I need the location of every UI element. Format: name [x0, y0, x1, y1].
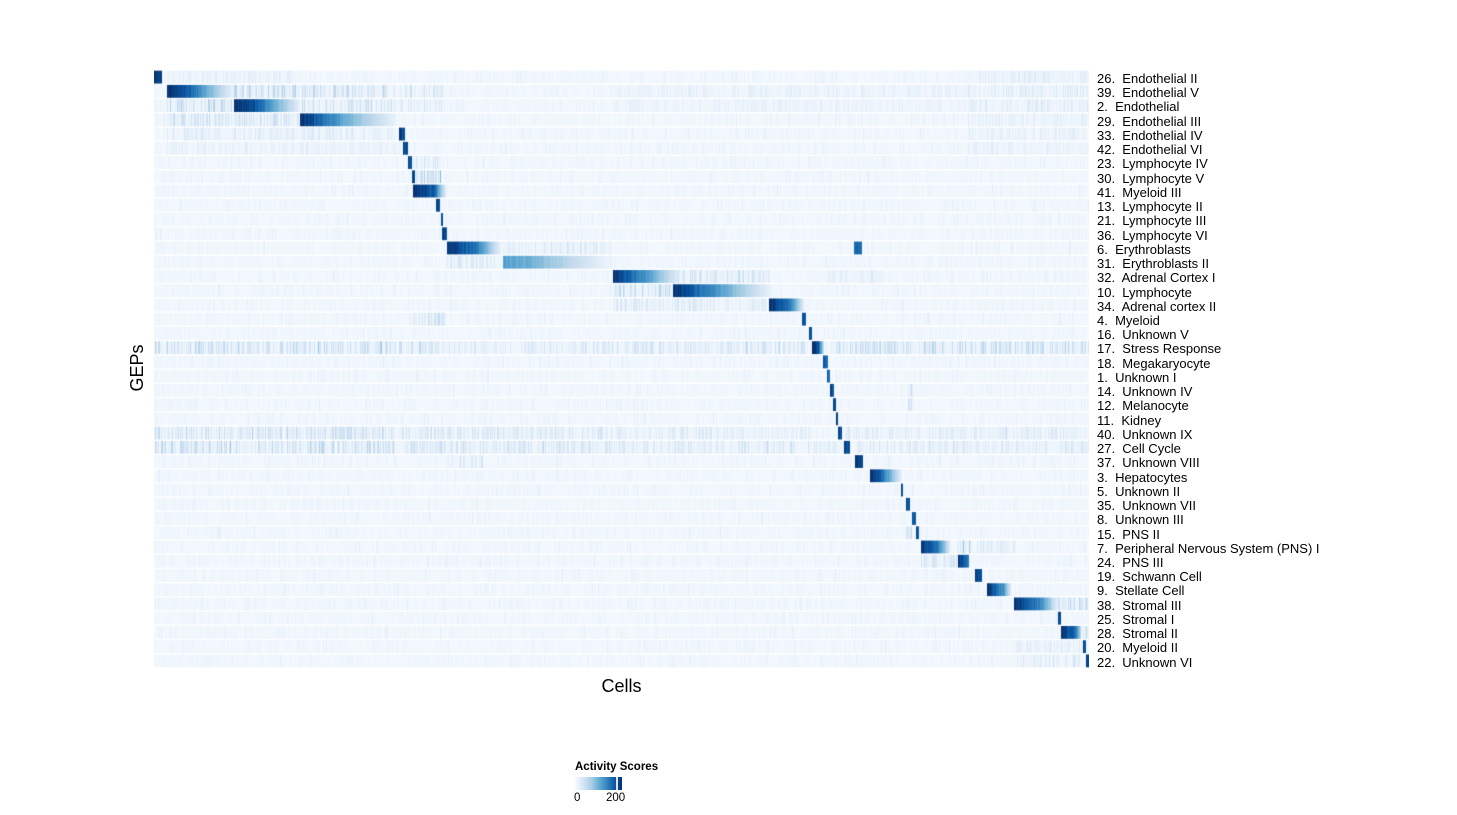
gep-row-label: 33. Endothelial IV — [1097, 127, 1203, 143]
gep-row-label: 28. Stromal II — [1097, 626, 1178, 642]
row-labels: 26. Endothelial II 39. Endothelial V 2. En… — [1097, 71, 1320, 670]
gep-row-label: 11. Kidney — [1097, 412, 1162, 428]
gep-row-label: 25. Stromal I — [1097, 611, 1175, 627]
legend-colorbar — [575, 777, 622, 790]
gep-row-label: 32. Adrenal Cortex I — [1097, 270, 1216, 286]
gep-row-label: 7. Peripheral Nervous System (PNS) I — [1097, 540, 1320, 556]
gep-row-label: 38. Stromal III — [1097, 597, 1182, 613]
colorbar-legend: Activity Scores 0 200 — [574, 761, 715, 807]
gep-row-label: 9. Stellate Cell — [1097, 583, 1185, 599]
gep-row-label: 34. Adrenal cortex II — [1097, 298, 1217, 314]
gep-row-label: 8. Unknown III — [1097, 512, 1184, 528]
gep-row-label: 27. Cell Cycle — [1097, 441, 1181, 457]
gep-row-label: 30. Lymphocyte V — [1097, 170, 1205, 186]
gep-row-label: 14. Unknown IV — [1097, 384, 1193, 400]
gep-row-label: 31. Erythroblasts II — [1097, 256, 1209, 272]
heatmap-canvas — [154, 70, 1089, 668]
gep-row-label: 18. Megakaryocyte — [1097, 355, 1211, 371]
gep-row-label: 20. Myeloid II — [1097, 640, 1178, 656]
gep-row-label: 22. Unknown VI — [1097, 654, 1193, 670]
gep-row-label: 6. Erythroblasts — [1097, 241, 1191, 257]
legend-title: Activity Scores — [575, 761, 659, 773]
gep-row-label: 26. Endothelial II — [1097, 71, 1198, 86]
gep-row-label: 23. Lymphocyte IV — [1097, 156, 1208, 172]
x-axis-label: Cells — [601, 676, 642, 696]
gep-row-label: 24. PNS III — [1097, 554, 1164, 570]
gep-row-label: 42. Endothelial VI — [1097, 142, 1203, 158]
gep-row-label: 21. Lymphocyte III — [1097, 213, 1207, 229]
gep-row-label: 16. Unknown V — [1097, 327, 1189, 343]
gep-row-label: 13. Lymphocyte II — [1097, 199, 1203, 215]
gep-row-label: 3. Hepatocytes — [1097, 469, 1188, 485]
gep-row-label: 35. Unknown VII — [1097, 498, 1196, 514]
gep-row-label: 4. Myeloid — [1097, 312, 1160, 328]
y-axis-label: GEPs — [127, 344, 147, 392]
gep-row-label: 10. Lymphocyte — [1097, 284, 1192, 300]
gep-row-label: 17. Stress Response — [1097, 341, 1222, 357]
gep-row-label: 29. Endothelial III — [1097, 113, 1202, 129]
gep-row-label: 39. Endothelial V — [1097, 85, 1199, 101]
gep-row-label: 12. Melanocyte — [1097, 398, 1189, 414]
gep-row-label: 15. PNS II — [1097, 526, 1160, 542]
legend-tick-mark — [616, 777, 618, 790]
gep-row-label: 37. Unknown VIII — [1097, 455, 1200, 471]
legend-tick-min: 0 — [574, 792, 581, 804]
gep-row-label: 19. Schwann Cell — [1097, 569, 1202, 585]
gep-row-label: 41. Myeloid III — [1097, 184, 1182, 200]
legend-tick-max: 200 — [606, 792, 626, 804]
gep-row-label: 5. Unknown II — [1097, 483, 1181, 499]
legend-tick-labels: 0 200 — [574, 792, 635, 807]
gep-row-label: 40. Unknown IX — [1097, 426, 1193, 442]
gep-row-label: 2. Endothelial — [1097, 99, 1180, 115]
gep-row-label: 1. Unknown I — [1097, 369, 1177, 385]
gep-row-label: 36. Lymphocyte VI — [1097, 227, 1208, 243]
